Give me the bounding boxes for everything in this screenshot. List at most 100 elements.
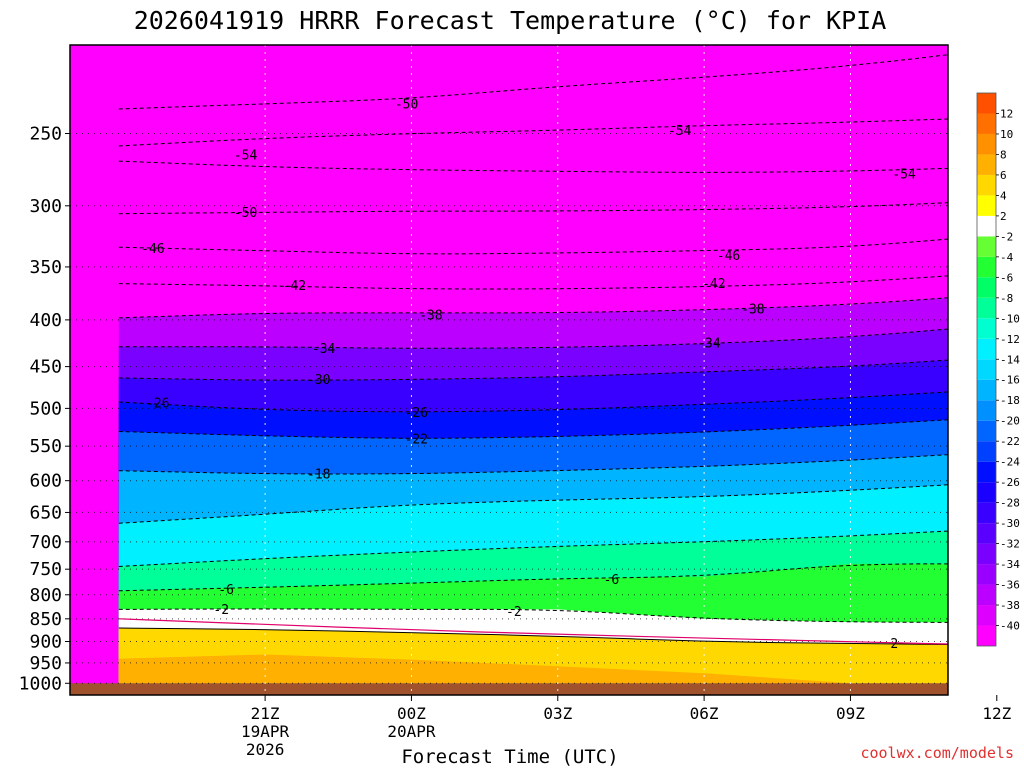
contour-labels: -50 -54 -54 -54 -50 -46 -46 -42 -42 -38 -38 -34 -34 -… (141, 97, 916, 651)
y-tick-label: 900 (29, 631, 62, 652)
grid (70, 45, 948, 695)
isotherm-line (118, 275, 948, 290)
colorbar-swatch (977, 297, 996, 319)
colorbar-swatch (977, 318, 996, 339)
isotherm-line (118, 328, 948, 349)
colorbar-label: 8 (1000, 148, 1007, 161)
contour-label: -26 (405, 406, 428, 421)
chart-title: 2026041919 HRRR Forecast Temperature (°C… (134, 6, 887, 35)
colorbar-label: -40 (1000, 620, 1020, 633)
isotherm-line (118, 391, 948, 413)
colorbar-swatch (977, 215, 996, 237)
colorbar-swatch (977, 461, 996, 483)
y-tick-label: 300 (29, 196, 62, 217)
colorbar-swatch (977, 564, 996, 585)
isotherm-line (118, 530, 948, 567)
credit-link[interactable]: coolwx.com/models (860, 744, 1014, 762)
colorbar-label: 6 (1000, 169, 1007, 182)
y-tick-label: 950 (29, 653, 62, 674)
colorbar-swatch (977, 133, 996, 155)
colorbar-swatch (977, 400, 996, 421)
colorbar-label: -6 (1000, 271, 1013, 284)
contour-label: -54 (892, 168, 916, 183)
isotherm-line (118, 608, 948, 623)
colorbar-label: -4 (1000, 251, 1014, 264)
colorbar-swatch (977, 359, 996, 380)
colorbar-swatch (977, 543, 996, 565)
y-tick-label: 700 (29, 532, 62, 553)
colorbar-label: -18 (1000, 394, 1020, 407)
colorbar-label: -12 (1000, 333, 1020, 346)
contour-label: -22 (405, 432, 428, 447)
isotherm-line (118, 454, 948, 475)
y-tick-label: 850 (29, 609, 62, 630)
x-tick-label: 00Z (397, 704, 426, 723)
colorbar-label: -24 (1000, 456, 1020, 469)
isotherm-line (118, 118, 948, 147)
colorbar-label: -20 (1000, 415, 1020, 428)
colorbar-label: -2 (1000, 230, 1013, 243)
isotherm-line (118, 238, 948, 255)
isotherm-line (118, 627, 948, 646)
contour-label: -34 (697, 336, 721, 351)
colorbar-label: -30 (1000, 517, 1020, 530)
isotherm-line (118, 297, 948, 319)
colorbar-label: -10 (1000, 312, 1020, 325)
contour-label: -18 (307, 468, 330, 483)
colorbar-label: -14 (1000, 353, 1020, 366)
y-tick-label: 350 (29, 257, 62, 278)
colorbar-swatch (977, 523, 996, 544)
surface-ground (70, 683, 948, 695)
colorbar-swatch (977, 277, 996, 298)
isotherm-line (118, 563, 948, 592)
y-tick-label: 250 (29, 123, 62, 144)
colorbar-label: -16 (1000, 374, 1020, 387)
isotherm-line (118, 359, 948, 381)
plot-frame (69, 44, 949, 696)
contour-label: -46 (141, 242, 164, 257)
y-tick-label: 400 (29, 310, 62, 331)
contour-label: 2 (890, 637, 898, 652)
colorbar-label: -32 (1000, 538, 1020, 551)
x-tick-label: 21Z (251, 704, 280, 723)
contour-label: -30 (307, 373, 330, 388)
x-tick-sublabel: 2026 (246, 740, 285, 759)
colorbar-swatch (977, 195, 996, 216)
plot-area: -50 -54 -54 -54 -50 -46 -46 -42 -42 -38 -38 -34 -34 -… (70, 45, 948, 695)
colorbar-swatch (977, 154, 996, 175)
isotherm-line (118, 419, 948, 439)
colorbar-label: 12 (1000, 107, 1013, 120)
y-tick-label: 750 (29, 559, 62, 580)
colorbar-label: -34 (1000, 558, 1020, 571)
contour-label: -42 (283, 279, 306, 294)
colorbar-swatch (977, 256, 996, 278)
colorbar-swatch (977, 502, 996, 524)
colorbar-swatch (977, 113, 996, 134)
colorbar-swatch (977, 605, 996, 626)
contour-label: -6 (218, 583, 234, 598)
contour-label: -2 (506, 605, 522, 620)
colorbar-swatch (977, 174, 996, 196)
x-tick-label: 09Z (836, 704, 865, 723)
isotherms (118, 54, 948, 646)
y-tick-label: 450 (29, 357, 62, 378)
contour-label: -54 (234, 149, 258, 164)
contour-label: -6 (604, 573, 620, 588)
contour-label: -50 (395, 97, 418, 112)
isotherm-line (118, 202, 948, 215)
colorbar-label: -36 (1000, 579, 1020, 592)
colorbar-swatch (977, 236, 996, 257)
x-tick-sublabel: 19APR (241, 722, 290, 741)
y-tick-label: 800 (29, 585, 62, 606)
colorbar-label: -22 (1000, 435, 1020, 448)
colorbar-swatch (977, 379, 996, 401)
isotherm-line (118, 54, 948, 110)
colorbar-legend: -40-38-36-34-32-30-28-26-24-22-20-18-16-… (976, 92, 1020, 647)
contour-label: -42 (702, 277, 725, 292)
contour-label: -26 (146, 396, 169, 411)
x-tick-label: 06Z (690, 704, 719, 723)
contour-label: -50 (234, 206, 257, 221)
colorbar-label: 2 (1000, 210, 1007, 223)
